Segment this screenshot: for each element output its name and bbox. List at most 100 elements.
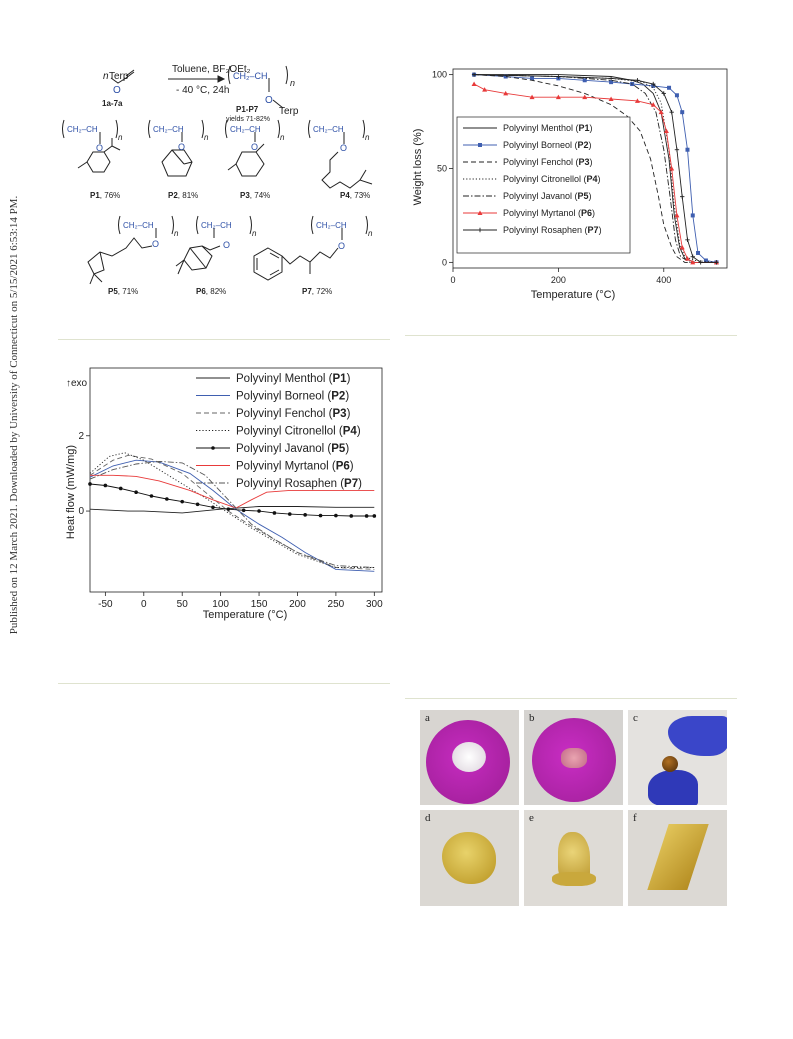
data-point <box>679 244 685 250</box>
data-point <box>658 109 664 115</box>
data-point <box>529 94 535 100</box>
data-point <box>530 76 535 81</box>
rosaphen-chain <box>281 247 339 265</box>
legend-label: Polyvinyl Rosaphen (P7) <box>503 225 602 235</box>
n-subscript: n <box>118 133 123 142</box>
data-point <box>303 513 307 517</box>
monomer-oxygen: O <box>113 85 121 96</box>
data-point <box>180 499 185 504</box>
repeat-unit: CH₂–CH <box>230 125 261 134</box>
phenyl-ring <box>253 247 283 281</box>
data-point <box>674 93 679 98</box>
exo-annotation: ↑exo <box>66 378 88 389</box>
photo-label: d <box>425 812 431 824</box>
borneol-ring <box>161 149 193 177</box>
legend-label: Polyvinyl Fenchol (P3) <box>236 408 351 420</box>
product-label: P1-P7 <box>236 105 259 114</box>
x-tick-label: -50 <box>98 599 113 610</box>
n-subscript: n <box>290 78 295 88</box>
oxygen: O <box>152 239 159 249</box>
oxygen: O <box>96 143 103 153</box>
x-axis-label: Temperature (°C) <box>203 609 287 621</box>
oxygen: O <box>338 241 345 251</box>
label-p5: P5, 71% <box>108 287 138 296</box>
plot-frame <box>89 367 383 593</box>
legend-label: Polyvinyl Myrtanol (P6) <box>236 461 354 473</box>
x-axis-label: Temperature (°C) <box>531 289 615 301</box>
film-base <box>552 872 596 886</box>
data-point <box>608 96 614 102</box>
data-point <box>663 128 669 133</box>
legend-label: Polyvinyl Menthol (P1) <box>236 373 351 385</box>
data-point <box>103 483 108 488</box>
melt <box>561 748 587 768</box>
x-tick-label: 200 <box>289 599 306 610</box>
repeat-unit: CH₂–CH <box>233 71 268 81</box>
legend-label: Polyvinyl Menthol (P1) <box>503 123 593 133</box>
x-tick-label: 100 <box>212 599 229 610</box>
oxygen: O <box>251 142 258 152</box>
n-subscript: n <box>365 133 370 142</box>
data-point <box>634 98 640 103</box>
monomer-terp: Terp <box>109 71 129 82</box>
y-axis-label: Weight loss (%) <box>412 129 424 206</box>
divider <box>405 698 737 699</box>
data-point <box>88 482 92 486</box>
y-tick-label: 50 <box>437 164 447 174</box>
data-point <box>503 74 508 79</box>
photo-e: e <box>524 810 623 906</box>
series-line <box>89 452 375 568</box>
legend-label: Polyvinyl Citronellol (P4) <box>503 174 601 184</box>
oxygen: O <box>178 142 185 152</box>
data-point <box>226 507 231 511</box>
data-point <box>690 213 695 218</box>
powder <box>452 742 486 772</box>
photo-f: f <box>628 810 727 906</box>
yields-text: yields 71-82% <box>226 116 270 123</box>
data-point <box>372 514 377 518</box>
y-axis-label: Heat flow (mW/mg) <box>65 445 77 539</box>
n-subscript: n <box>280 133 285 142</box>
data-point <box>685 147 690 152</box>
x-tick-label: 0 <box>141 599 147 610</box>
publication-sidebar: Published on 12 March 2021. Downloaded b… <box>3 190 25 640</box>
repeat-unit: CH₂–CH <box>316 221 347 230</box>
data-point <box>477 210 483 215</box>
data-point <box>684 256 690 261</box>
series-line <box>474 74 717 263</box>
data-point <box>471 81 477 87</box>
data-point <box>503 90 509 96</box>
n-subscript: n <box>368 229 373 238</box>
glove <box>668 716 727 756</box>
menthol-ring <box>86 151 111 173</box>
data-point <box>318 513 323 518</box>
series-line <box>90 474 375 509</box>
data-point <box>118 486 123 491</box>
dsc-chart: -50 0 50 100 150 200 250 300 0 2 Polyvinyl Menthol… <box>65 367 383 621</box>
repeat-unit: CH₂–CH <box>313 125 344 134</box>
legend-label: Polyvinyl Borneol (P2) <box>236 391 349 403</box>
divider <box>58 339 390 340</box>
monomer-label: 1a-7a <box>102 99 123 108</box>
series-line <box>474 74 717 263</box>
label-p6: P6, 82% <box>196 287 226 296</box>
legend-label: Polyvinyl Borneol (P2) <box>503 140 592 150</box>
data-point <box>555 94 561 100</box>
label-p3: P3, 74% <box>240 191 270 200</box>
label-p7: P7, 72% <box>302 287 332 296</box>
glove <box>648 770 698 805</box>
x-tick-label: 250 <box>328 599 345 610</box>
photo-label: b <box>529 712 535 724</box>
product-terp: Terp <box>279 106 299 117</box>
photo-label: f <box>633 812 637 824</box>
label-p4: P4, 73% <box>340 191 370 200</box>
polymer-bead <box>662 756 678 772</box>
legend-label: Polyvinyl Javanol (P5) <box>236 443 349 455</box>
data-point <box>364 514 369 518</box>
data-point <box>165 497 169 501</box>
photo-c: c <box>628 710 727 805</box>
data-point <box>669 166 675 171</box>
javanol-structure <box>87 237 153 275</box>
photo-label: c <box>633 712 638 724</box>
x-tick-label: 300 <box>366 599 383 610</box>
